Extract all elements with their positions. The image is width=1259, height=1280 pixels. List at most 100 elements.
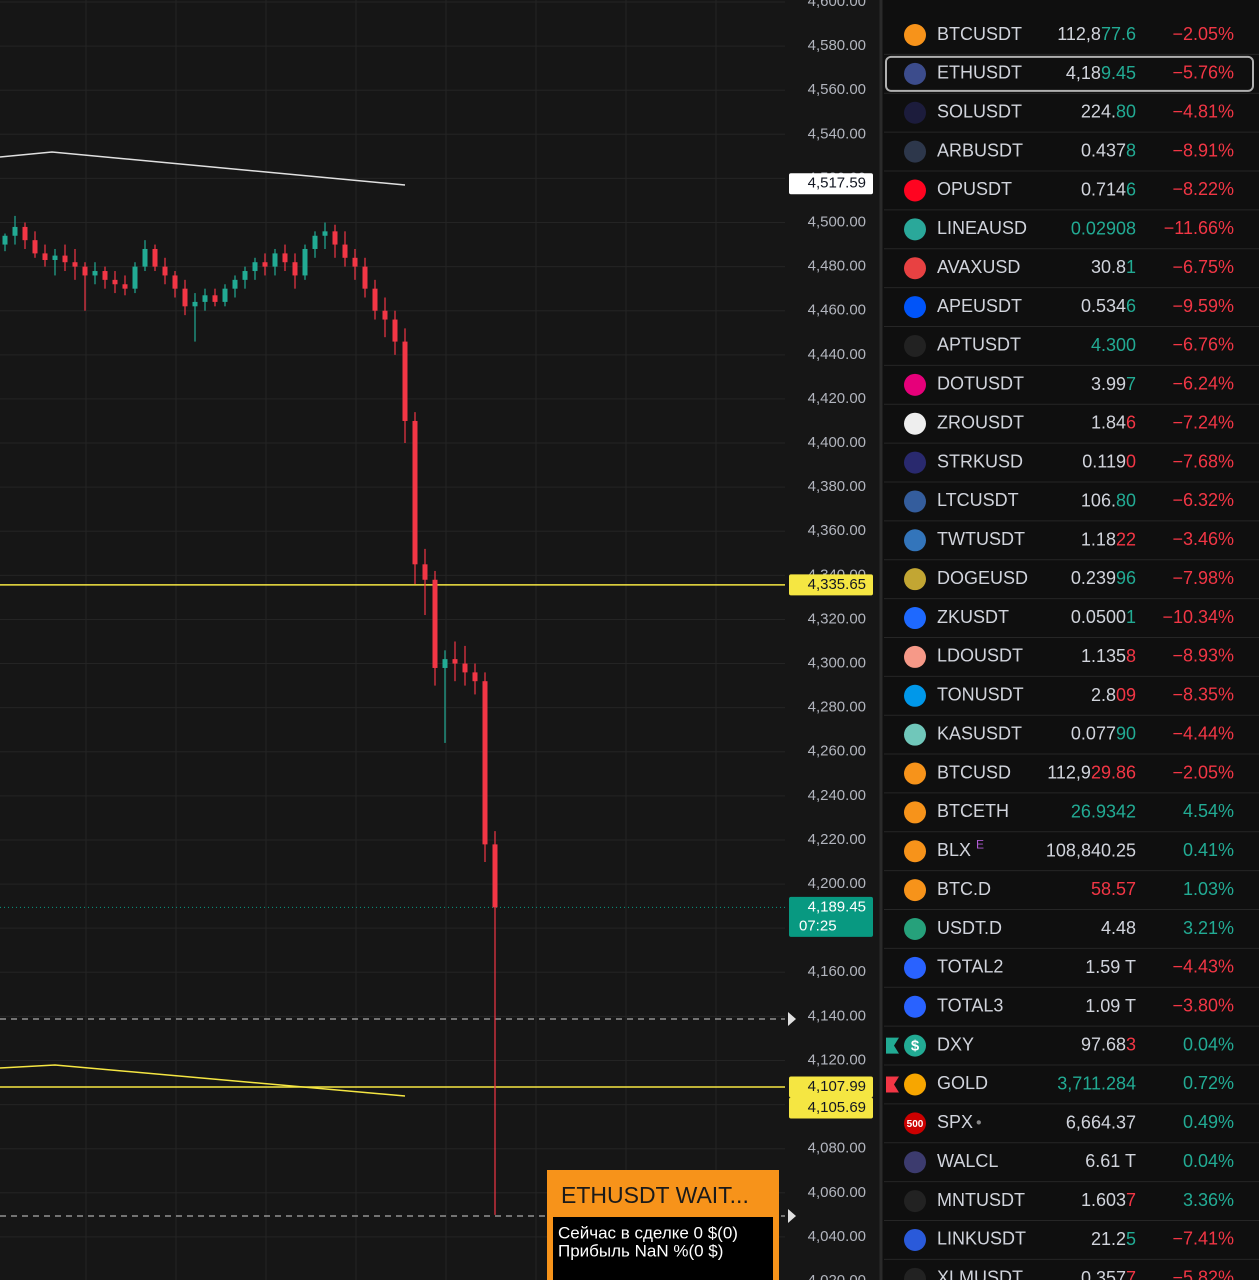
change: −2.05% [1172,24,1234,44]
watchlist-row[interactable]: BTCUSDT 112,877.6 −2.05% [884,24,1259,55]
watchlist-row[interactable]: LTCUSDT 106.80 −6.32% [884,490,1259,522]
watchlist-row[interactable]: TOTAL2 1.59 T −4.43% [884,957,1259,988]
symbol: LDOUSDT [937,646,1023,666]
y-tick-label: 4,280.00 [808,699,866,716]
watchlist-row[interactable]: KASUSDT 0.07790 −4.44% [884,723,1259,755]
watchlist-row[interactable]: ZKUSDT 0.05001 −10.34% [884,607,1259,638]
price: 58.57 [1091,879,1136,899]
y-tick-label: 4,580.00 [808,37,866,54]
candle-body [332,231,338,245]
symbol: MNTUSDT [937,1190,1025,1210]
candle-body [82,266,88,276]
watchlist-row[interactable]: DOGEUSD 0.23996 −7.98% [884,568,1259,600]
watchlist-row[interactable]: TWTUSDT 1.1822 −3.46% [884,529,1259,561]
symbol: GOLD [937,1073,988,1093]
watchlist-row[interactable]: SOLUSDT 224.80 −4.81% [884,101,1259,133]
watchlist-row[interactable]: ARBUSDT 0.4378 −8.91% [884,140,1259,172]
candle-body [372,288,378,311]
watchlist-row[interactable]: GOLD 3,711.284 0.72% [884,1073,1259,1105]
price: 0.23996 [1071,568,1136,588]
watchlist-row[interactable]: BTCETH 26.9342 4.54% [884,801,1259,833]
watchlist-row[interactable]: LINKUSDT 21.25 −7.41% [884,1229,1259,1260]
change: 3.36% [1183,1190,1234,1210]
price: 0.05001 [1071,607,1136,627]
price: 0.1190 [1082,451,1136,471]
watchlist-row[interactable]: LDOUSDT 1.1358 −8.93% [884,646,1259,677]
candle-body [12,226,18,236]
watchlist-row[interactable]: DOTUSDT 3.997 −6.24% [884,374,1259,405]
watchlist-row[interactable]: APTUSDT 4.300 −6.76% [884,335,1259,366]
price: 106.80 [1081,490,1136,510]
watchlist-row[interactable]: APEUSDT 0.5346 −9.59% [884,296,1259,327]
symbol: DOGEUSD [937,568,1028,588]
watchlist-row[interactable]: BTCUSD 112,929.86 −2.05% [884,762,1259,794]
watchlist-row[interactable]: WALCL 6.61 T 0.04% [884,1151,1259,1183]
candle-body [382,310,388,320]
price: 4.48 [1101,918,1136,938]
watchlist-row[interactable]: $ DXY 97.683 0.04% [884,1034,1259,1066]
watchlist-row[interactable]: STRKUSD 0.1190 −7.68% [884,451,1259,483]
price-part: 97.68 [1081,1034,1126,1054]
watchlist-row[interactable]: TOTAL3 1.09 T −3.80% [884,996,1259,1027]
watchlist-row[interactable]: TONUSDT 2.809 −8.35% [884,685,1259,716]
change: −9.59% [1172,296,1234,316]
price-part: 9.45 [1101,63,1136,83]
watchlist-row[interactable]: BLX E 108,840.25 0.41% [884,837,1259,872]
symbol-icon [904,490,926,513]
candle-body [442,659,448,668]
watchlist-row[interactable]: 500 SPX • 6,664.37 0.49% [884,1112,1259,1144]
watchlist-row[interactable]: ETHUSDT 4,189.45 −5.76% [884,55,1259,94]
price: 30.81 [1091,257,1136,277]
price-part: 09 [1116,685,1136,705]
symbol: ZKUSDT [937,607,1009,627]
change: 0.04% [1183,1034,1234,1054]
price-part: 58.57 [1091,879,1136,899]
change: −3.80% [1172,996,1234,1016]
change: −4.43% [1172,957,1234,977]
price-part: 1.84 [1091,412,1126,432]
price-part: 3,711.284 [1057,1073,1136,1093]
watchlist-row[interactable]: OPUSDT 0.7146 −8.22% [884,179,1259,211]
change: −4.44% [1172,723,1234,743]
price-tag-label: 4,189.45 [808,898,866,915]
price-part: 5 [1126,1229,1136,1249]
watchlist-row[interactable]: LINEAUSD 0.02908 −11.66% [884,218,1259,250]
candle-body [52,255,58,261]
symbol: TWTUSDT [937,529,1025,549]
symbol-icon [904,140,926,163]
y-tick-label: 4,480.00 [808,258,866,275]
symbol: ARBUSDT [937,140,1023,160]
change: −10.34% [1162,607,1234,627]
watchlist-row[interactable]: MNTUSDT 1.6037 3.36% [884,1190,1259,1221]
price: 0.7146 [1081,179,1136,199]
watchlist-row[interactable]: XLMUSDT 0.3577 −5.82% [884,1268,1259,1280]
candle-body [92,271,98,276]
symbol: AVAXUSD [937,257,1020,277]
symbol-icon [904,1112,926,1135]
price-part: 90 [1116,723,1136,743]
watchlist-row[interactable]: BTC.D 58.57 1.03% [884,879,1259,911]
price-labels: 4,517.59 4,335.65 4,189.45 07:25 4,107.99 4,1… [789,173,873,1119]
watchlist-row[interactable]: ZROUSDT 1.846 −7.24% [884,412,1259,444]
candle-body [342,244,348,258]
price: 224.80 [1081,101,1136,121]
symbol-icon [904,995,926,1018]
price-part: 96 [1116,568,1136,588]
price-tag-label: 4,517.59 [808,175,866,192]
watchlist-row[interactable]: AVAXUSD 30.81 −6.75% [884,257,1259,289]
symbol-icon [904,101,926,124]
price-part: 2.8 [1091,685,1116,705]
order-widget[interactable]: ETHUSDT WAIT... Сейчас в сделке 0 $(0) П… [547,1170,779,1280]
price: 1.1358 [1081,646,1136,666]
price-part: 112,9 [1047,762,1091,782]
icon-text: 500 [907,1119,924,1130]
change: 1.03% [1183,879,1234,899]
candle-body [392,319,398,342]
widget-title: ETHUSDT WAIT... [561,1182,749,1208]
y-tick-label: 4,020.00 [808,1272,866,1280]
price-part: 4,18 [1066,63,1101,83]
change: 3.21% [1183,918,1234,938]
row-flag [886,1037,899,1054]
candle-body [152,248,158,267]
watchlist-row[interactable]: USDT.D 4.48 3.21% [884,918,1259,949]
